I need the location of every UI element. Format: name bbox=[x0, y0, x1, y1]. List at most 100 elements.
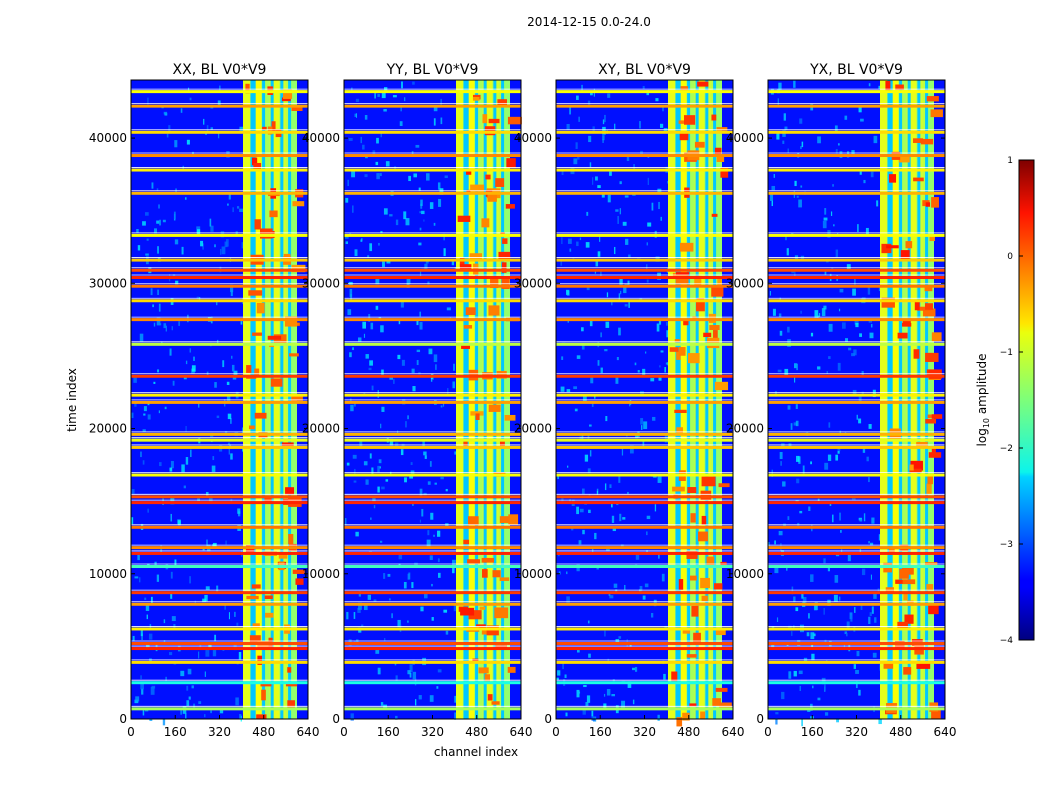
noise-cell bbox=[199, 642, 202, 648]
noise-cell bbox=[576, 355, 581, 359]
noise-cell bbox=[220, 248, 222, 255]
panels-group: XX, BL V0*V9 0 160 320 480 640 0 10000 20000 3000… bbox=[89, 62, 957, 739]
flagged-row bbox=[344, 525, 521, 529]
noise-cell bbox=[380, 230, 383, 234]
rfi-hotspot bbox=[701, 515, 707, 525]
noise-cell bbox=[405, 218, 410, 226]
noise-cell bbox=[385, 479, 389, 482]
flagged-row bbox=[131, 104, 308, 108]
flagged-row bbox=[344, 432, 521, 436]
rfi-hotspot bbox=[711, 114, 717, 121]
flagged-row bbox=[344, 591, 521, 595]
rfi-hotspot bbox=[711, 213, 718, 217]
noise-cell bbox=[376, 173, 380, 180]
noise-cell bbox=[810, 332, 814, 337]
noise-cell bbox=[629, 445, 634, 454]
flagged-row bbox=[131, 432, 308, 436]
noise-cell bbox=[771, 200, 773, 207]
flagged-row bbox=[556, 501, 733, 505]
noise-cell bbox=[437, 572, 441, 578]
flagged-row bbox=[344, 299, 521, 303]
noise-cell bbox=[224, 603, 226, 610]
band-gap-stripe bbox=[907, 80, 911, 719]
noise-cell bbox=[592, 177, 594, 185]
noise-cell bbox=[149, 624, 152, 628]
noise-cell bbox=[140, 451, 142, 458]
y-tick-label: 0 bbox=[332, 712, 340, 726]
rfi-hotspot bbox=[904, 614, 914, 624]
noise-cell bbox=[561, 356, 564, 360]
noise-cell bbox=[429, 555, 433, 560]
noise-cell bbox=[635, 552, 640, 560]
noise-cell bbox=[147, 508, 149, 513]
band-gap-stripe bbox=[675, 80, 679, 719]
rfi-hotspot bbox=[714, 381, 729, 391]
rfi-hotspot bbox=[676, 427, 683, 436]
noise-cell bbox=[575, 142, 578, 149]
noise-cell bbox=[453, 604, 457, 612]
noise-cell bbox=[358, 602, 362, 610]
rfi-hotspot bbox=[265, 612, 274, 618]
noise-cell bbox=[869, 542, 874, 546]
noise-cell bbox=[359, 439, 363, 448]
noise-cell bbox=[642, 595, 646, 600]
noise-cell bbox=[855, 681, 858, 689]
band-gap-stripe bbox=[695, 80, 699, 719]
flagged-row bbox=[131, 438, 308, 442]
rfi-hotspot bbox=[714, 583, 723, 590]
flagged-row bbox=[768, 565, 945, 569]
rfi-hotspot bbox=[499, 516, 509, 523]
noise-cell bbox=[824, 208, 827, 215]
noise-cell bbox=[556, 677, 559, 681]
flagged-row bbox=[556, 647, 733, 651]
rfi-hotspot bbox=[909, 464, 914, 471]
band-gap-stripe bbox=[463, 80, 467, 719]
noise-cell bbox=[824, 712, 829, 716]
noise-cell bbox=[657, 714, 660, 721]
noise-cell bbox=[579, 508, 584, 513]
rfi-hotspot bbox=[889, 174, 897, 183]
noise-cell bbox=[639, 585, 643, 591]
flagged-row bbox=[768, 233, 945, 237]
noise-cell bbox=[828, 422, 831, 428]
flagged-row bbox=[768, 104, 945, 108]
noise-cell bbox=[646, 550, 648, 554]
band-gap-stripe bbox=[501, 80, 505, 719]
noise-cell bbox=[400, 301, 404, 308]
noise-cell bbox=[145, 603, 150, 611]
noise-cell bbox=[564, 674, 567, 679]
flagged-row bbox=[344, 374, 521, 378]
noise-cell bbox=[159, 462, 162, 467]
noise-cell bbox=[175, 280, 179, 285]
noise-cell bbox=[169, 652, 173, 656]
noise-cell bbox=[802, 597, 807, 604]
noise-cell bbox=[420, 203, 423, 209]
noise-cell bbox=[833, 594, 838, 602]
noise-cell bbox=[140, 675, 142, 680]
noise-cell bbox=[446, 307, 451, 311]
flagged-row bbox=[768, 627, 945, 631]
noise-cell bbox=[142, 708, 145, 716]
noise-cell bbox=[569, 248, 572, 252]
noise-cell bbox=[353, 480, 357, 483]
noise-cell bbox=[372, 497, 376, 502]
flagged-row bbox=[344, 565, 521, 569]
noise-cell bbox=[398, 319, 401, 325]
noise-cell bbox=[228, 612, 230, 620]
x-tick-label: 640 bbox=[934, 725, 957, 739]
flagged-row bbox=[344, 154, 521, 158]
rfi-sub-band bbox=[254, 80, 261, 719]
y-tick-label: 10000 bbox=[302, 567, 340, 581]
noise-cell bbox=[371, 467, 374, 476]
noise-cell bbox=[416, 349, 421, 353]
flagged-row bbox=[131, 400, 308, 404]
rfi-sub-band bbox=[697, 80, 704, 719]
noise-cell bbox=[433, 105, 438, 112]
noise-cell bbox=[844, 115, 848, 120]
noise-cell bbox=[873, 135, 878, 144]
noise-cell bbox=[189, 576, 191, 584]
noise-cell bbox=[132, 635, 135, 641]
rfi-hotspot bbox=[475, 413, 480, 420]
rfi-hotspot bbox=[482, 569, 488, 578]
noise-cell bbox=[230, 498, 233, 503]
